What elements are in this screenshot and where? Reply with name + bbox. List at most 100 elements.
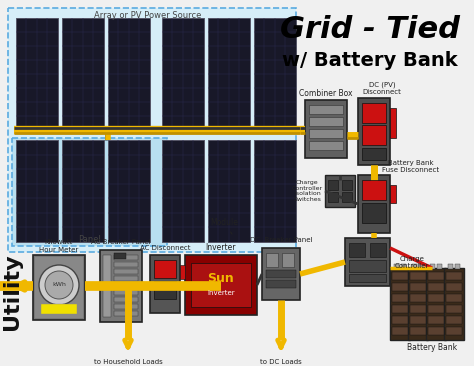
- Text: Charge
Controller
Isolation
Switches: Charge Controller Isolation Switches: [292, 180, 323, 202]
- Text: DC  Breaker Panel: DC Breaker Panel: [250, 237, 312, 243]
- Bar: [446, 294, 462, 302]
- Bar: [114, 297, 138, 302]
- Bar: [394, 264, 399, 269]
- Bar: [362, 203, 386, 223]
- Text: Panel: Panel: [79, 235, 101, 244]
- Bar: [358, 98, 390, 165]
- Bar: [309, 117, 343, 126]
- Bar: [426, 268, 446, 340]
- Bar: [114, 255, 138, 260]
- Circle shape: [39, 265, 79, 305]
- Text: w/ Battery Bank: w/ Battery Bank: [282, 51, 458, 70]
- Bar: [349, 260, 386, 272]
- Bar: [401, 264, 406, 269]
- Bar: [390, 108, 396, 138]
- Bar: [392, 283, 408, 291]
- Text: Array or PV Power Source: Array or PV Power Source: [94, 11, 202, 20]
- Text: DC (PV)
Disconnect: DC (PV) Disconnect: [363, 81, 401, 95]
- Text: Charge
Controller: Charge Controller: [395, 255, 429, 269]
- Bar: [392, 305, 408, 313]
- Text: to Household Loads: to Household Loads: [94, 359, 163, 365]
- Bar: [114, 311, 138, 316]
- Bar: [305, 100, 347, 158]
- Bar: [114, 276, 138, 281]
- Bar: [41, 304, 77, 314]
- Bar: [362, 180, 386, 200]
- Bar: [428, 305, 444, 313]
- Bar: [392, 272, 408, 280]
- Bar: [114, 253, 126, 259]
- Bar: [266, 253, 278, 267]
- Bar: [428, 327, 444, 335]
- Bar: [180, 265, 185, 279]
- Circle shape: [45, 271, 73, 299]
- Bar: [412, 264, 417, 269]
- Bar: [162, 18, 204, 130]
- Bar: [266, 270, 296, 278]
- Bar: [410, 316, 426, 324]
- Text: Sun: Sun: [208, 273, 234, 285]
- Bar: [309, 141, 343, 150]
- Bar: [392, 327, 408, 335]
- Bar: [35, 257, 83, 318]
- Bar: [328, 180, 338, 190]
- Bar: [362, 125, 386, 145]
- Bar: [342, 192, 352, 202]
- Bar: [437, 264, 442, 269]
- Bar: [282, 253, 294, 267]
- Bar: [362, 148, 386, 160]
- Bar: [410, 283, 426, 291]
- Bar: [100, 250, 142, 322]
- Bar: [208, 140, 250, 242]
- Text: Inverter: Inverter: [207, 290, 235, 296]
- Bar: [114, 304, 138, 309]
- Bar: [208, 18, 250, 130]
- Bar: [362, 103, 386, 123]
- Text: Utility: Utility: [2, 254, 22, 330]
- Bar: [430, 264, 435, 269]
- Bar: [114, 283, 138, 288]
- Bar: [62, 18, 104, 130]
- Bar: [446, 305, 462, 313]
- Text: Module: Module: [210, 218, 238, 234]
- Bar: [16, 18, 58, 130]
- Bar: [328, 192, 338, 202]
- Bar: [428, 272, 444, 280]
- Bar: [154, 260, 176, 278]
- Bar: [392, 294, 408, 302]
- Text: kWh: kWh: [52, 283, 66, 288]
- Text: Combiner Box: Combiner Box: [299, 89, 353, 97]
- Bar: [408, 268, 428, 340]
- Bar: [191, 263, 251, 307]
- Bar: [103, 255, 111, 317]
- Bar: [410, 305, 426, 313]
- Bar: [108, 140, 150, 242]
- Bar: [254, 18, 296, 130]
- Bar: [390, 185, 396, 203]
- Bar: [392, 316, 408, 324]
- Text: AC Breaker Panel: AC Breaker Panel: [91, 239, 151, 245]
- Bar: [349, 274, 386, 282]
- Bar: [185, 255, 257, 315]
- Bar: [262, 248, 300, 300]
- Bar: [448, 264, 453, 269]
- Text: Battery Bank: Battery Bank: [407, 344, 457, 352]
- Bar: [410, 294, 426, 302]
- Bar: [114, 262, 138, 267]
- Bar: [446, 272, 462, 280]
- Bar: [428, 294, 444, 302]
- Text: to DC Loads: to DC Loads: [260, 359, 302, 365]
- Bar: [150, 255, 180, 313]
- Bar: [349, 243, 365, 257]
- Bar: [358, 175, 390, 233]
- FancyBboxPatch shape: [12, 138, 167, 246]
- Text: Battery Bank
Fuse Disconnect: Battery Bank Fuse Disconnect: [382, 161, 439, 173]
- Text: AC Disconnect: AC Disconnect: [140, 245, 190, 251]
- Bar: [309, 105, 343, 114]
- Bar: [16, 140, 58, 242]
- Bar: [410, 272, 426, 280]
- Text: Kilowatt
Hour Meter: Kilowatt Hour Meter: [39, 239, 79, 253]
- Bar: [62, 140, 104, 242]
- Bar: [309, 129, 343, 138]
- Text: Inverter: Inverter: [206, 243, 236, 253]
